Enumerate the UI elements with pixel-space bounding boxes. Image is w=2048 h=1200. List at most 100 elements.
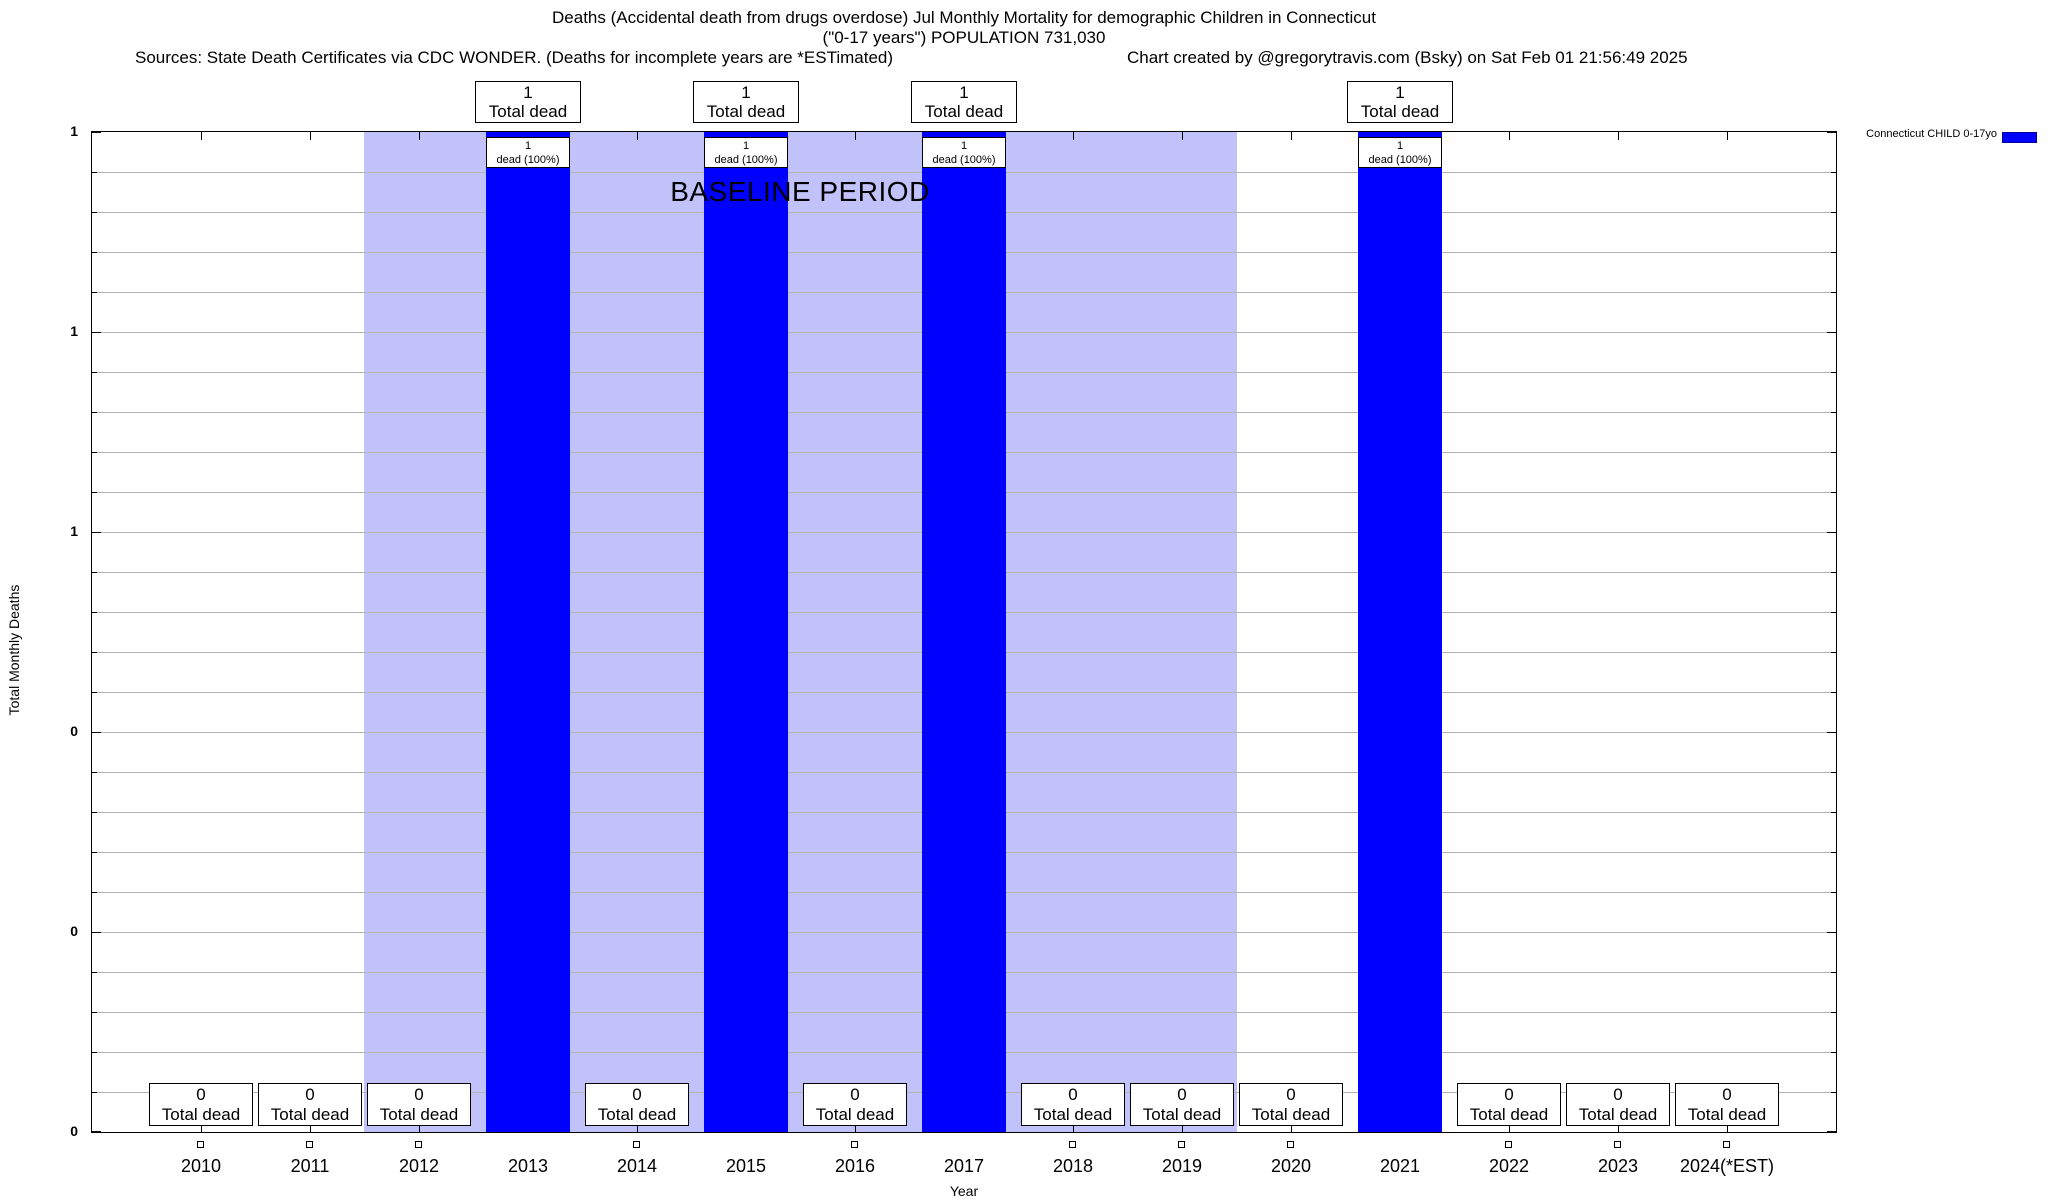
y-minor-tick-left [92, 252, 97, 253]
y-major-tick-left [92, 332, 101, 333]
zero-dead-box-2012: 0 Total dead [367, 1083, 471, 1126]
y-major-tick-right [1827, 132, 1836, 133]
y-major-tick-left [92, 932, 101, 933]
year-label-2011: 2011 [290, 1156, 330, 1176]
x-tick-bottom [855, 1122, 856, 1132]
y-minor-tick-right [1831, 252, 1836, 253]
legend-swatch [2002, 132, 2037, 143]
x-tick-bottom [637, 1122, 638, 1132]
zero-dead-box-2014: 0 Total dead [585, 1083, 689, 1126]
year-label-2012: 2012 [398, 1156, 440, 1176]
year-label-2014: 2014 [616, 1156, 658, 1176]
plot-area: 0 Total dead 0 Total dead 0 Total dead 1 dead (… [91, 131, 1837, 1133]
year-label-2016: 2016 [834, 1156, 876, 1176]
x-tick-bottom [201, 1122, 202, 1132]
year-label-2020: 2020 [1270, 1156, 1312, 1176]
zero-marker-2010 [197, 1141, 204, 1148]
zero-marker-2016 [851, 1141, 858, 1148]
zero-dead-box-2018: 0 Total dead [1021, 1083, 1125, 1126]
y-minor-tick-left [92, 1052, 97, 1053]
year-label-2013: 2013 [507, 1156, 549, 1176]
y-tick-label: 1 [70, 323, 78, 339]
zero-dead-box-2020: 0 Total dead [1239, 1083, 1343, 1126]
y-minor-tick-left [92, 972, 97, 973]
y-minor-tick-left [92, 692, 97, 693]
year-label-2022: 2022 [1488, 1156, 1530, 1176]
x-tick-top [1291, 132, 1292, 140]
year-label-2015: 2015 [725, 1156, 767, 1176]
total-dead-box-2021: 1 Total dead [1347, 81, 1453, 123]
y-minor-tick-right [1831, 1092, 1836, 1093]
y-tick-label: 0 [70, 923, 78, 939]
year-label-2010: 2010 [180, 1156, 222, 1176]
y-minor-tick-right [1831, 612, 1836, 613]
y-minor-tick-right [1831, 652, 1836, 653]
y-minor-tick-left [92, 492, 97, 493]
x-tick-top [1182, 132, 1183, 140]
x-tick-top [855, 132, 856, 140]
y-minor-tick-left [92, 612, 97, 613]
y-minor-tick-left [92, 852, 97, 853]
y-major-tick-left [92, 132, 101, 133]
total-dead-box-2013: 1 Total dead [475, 81, 581, 123]
y-minor-tick-right [1831, 892, 1836, 893]
x-tick-top [1727, 132, 1728, 140]
zero-dead-box-2016: 0 Total dead [803, 1083, 907, 1126]
zero-dead-box-2024(*EST): 0 Total dead [1675, 1083, 1779, 1126]
zero-marker-2022 [1505, 1141, 1512, 1148]
dead-percent-box-2017: 1 dead (100%) [922, 137, 1006, 168]
dead-percent-box-2021: 1 dead (100%) [1358, 137, 1442, 168]
y-major-tick-left [92, 732, 101, 733]
y-minor-tick-right [1831, 1012, 1836, 1013]
total-dead-box-2017: 1 Total dead [911, 81, 1017, 123]
zero-marker-2018 [1069, 1141, 1076, 1148]
y-minor-tick-left [92, 1012, 97, 1013]
zero-marker-2024(*EST) [1723, 1141, 1730, 1148]
legend-label: Connecticut CHILD 0-17yo [1866, 128, 1997, 140]
year-label-2019: 2019 [1161, 1156, 1203, 1176]
y-minor-tick-left [92, 212, 97, 213]
y-minor-tick-left [92, 772, 97, 773]
y-minor-tick-right [1831, 372, 1836, 373]
zero-dead-box-2019: 0 Total dead [1130, 1083, 1234, 1126]
year-label-2017: 2017 [943, 1156, 985, 1176]
y-minor-tick-right [1831, 1052, 1836, 1053]
y-minor-tick-left [92, 572, 97, 573]
zero-marker-2011 [306, 1141, 313, 1148]
x-tick-top [1509, 132, 1510, 140]
y-minor-tick-right [1831, 972, 1836, 973]
y-minor-tick-right [1831, 812, 1836, 813]
x-tick-bottom [1727, 1122, 1728, 1132]
y-minor-tick-right [1831, 692, 1836, 693]
y-major-tick-right [1827, 732, 1836, 733]
y-minor-tick-right [1831, 452, 1836, 453]
y-minor-tick-left [92, 292, 97, 293]
x-tick-top [419, 132, 420, 140]
zero-dead-box-2023: 0 Total dead [1566, 1083, 1670, 1126]
total-dead-box-2015: 1 Total dead [693, 81, 799, 123]
y-tick-label: 1 [70, 123, 78, 139]
y-major-tick-right [1827, 1131, 1836, 1132]
y-minor-tick-right [1831, 172, 1836, 173]
zero-marker-2014 [633, 1141, 640, 1148]
y-minor-tick-left [92, 812, 97, 813]
year-label-2018: 2018 [1052, 1156, 1094, 1176]
zero-dead-box-2010: 0 Total dead [149, 1083, 253, 1126]
y-minor-tick-right [1831, 572, 1836, 573]
chart-title-line1: Deaths (Accidental death from drugs over… [552, 8, 1376, 27]
x-tick-top [310, 132, 311, 140]
chart-title-line2: ("0-17 years") POPULATION 731,030 [822, 28, 1106, 47]
bar-2017 [922, 132, 1006, 1132]
y-minor-tick-left [92, 452, 97, 453]
x-tick-bottom [1509, 1122, 1510, 1132]
zero-dead-box-2022: 0 Total dead [1457, 1083, 1561, 1126]
zero-marker-2019 [1178, 1141, 1185, 1148]
y-tick-label: 1 [70, 523, 78, 539]
y-minor-tick-right [1831, 212, 1836, 213]
y-minor-tick-left [92, 172, 97, 173]
y-tick-label: 0 [70, 1123, 78, 1139]
x-tick-top [637, 132, 638, 140]
y-minor-tick-left [92, 372, 97, 373]
x-tick-top [201, 132, 202, 140]
